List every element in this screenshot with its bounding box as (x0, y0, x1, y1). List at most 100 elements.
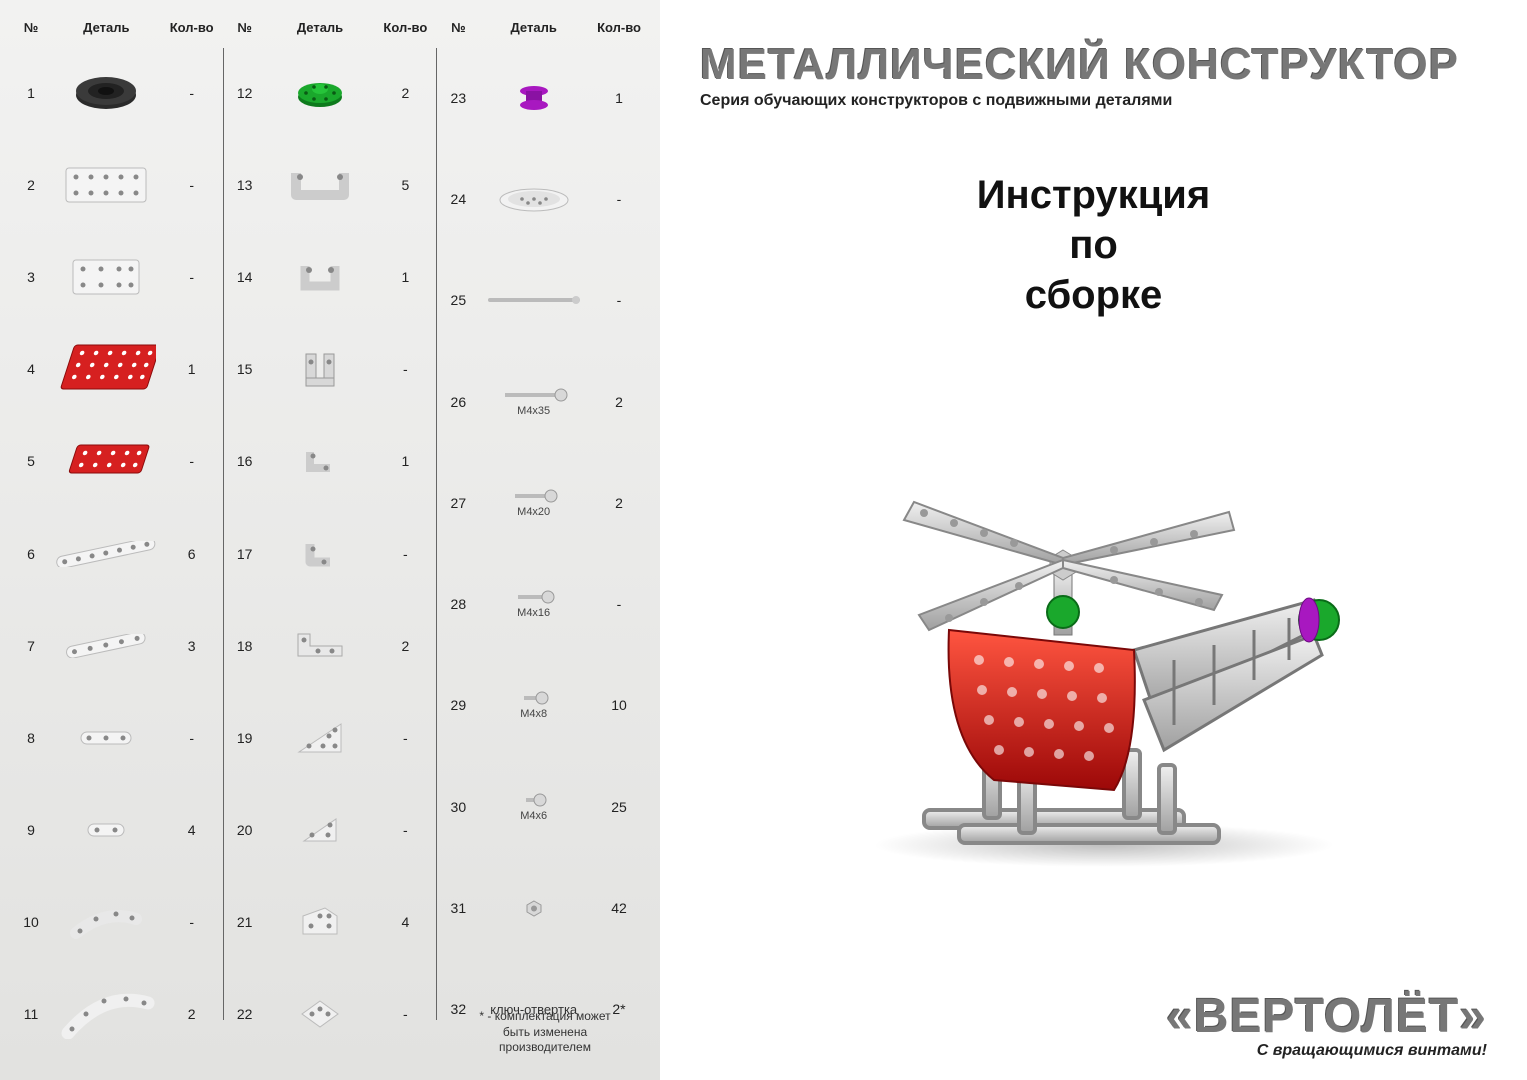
row-number: 23 (443, 90, 473, 106)
row-qty: 5 (380, 177, 430, 193)
row-number: 19 (230, 730, 260, 746)
product-tagline: С вращающимися винтами! (700, 1042, 1487, 1060)
row-detail (473, 898, 594, 918)
row-number: 22 (230, 1006, 260, 1022)
parts-row: 66 (16, 507, 217, 599)
row-number: 9 (16, 822, 46, 838)
parts-row: 16 1 (230, 415, 431, 507)
row-detail (46, 989, 167, 1039)
row-number: 7 (16, 638, 46, 654)
row-number: 24 (443, 191, 473, 207)
row-detail (46, 541, 167, 567)
penta-plate-icon (295, 902, 345, 942)
row-detail (46, 441, 167, 481)
parts-row: 3142 (443, 857, 644, 958)
parts-row: 19- (230, 692, 431, 784)
instr-line3: сборке (700, 270, 1487, 320)
product-name: «ВЕРТОЛЁТ» (700, 989, 1487, 1044)
row-number: 12 (230, 85, 260, 101)
col3-headers: № Деталь Кол-во (443, 20, 644, 35)
tri-plate-3-icon (298, 813, 342, 847)
row-qty: 1 (380, 269, 430, 285)
row-sublabel: М4х35 (517, 405, 550, 417)
col2-headers: № Деталь Кол-во (230, 20, 431, 35)
row-number: 18 (230, 638, 260, 654)
screw-20-icon (509, 488, 559, 504)
row-detail (46, 820, 167, 840)
row-detail (260, 902, 381, 942)
parts-row: 22 - (230, 968, 431, 1060)
row-qty: - (167, 730, 217, 746)
screw-16-icon (512, 589, 556, 605)
parts-column-1: № Деталь Кол-во 1-2-3-415-66738-9410-112 (16, 20, 217, 1060)
row-number: 27 (443, 495, 473, 511)
row-qty: - (380, 1006, 430, 1022)
row-number: 17 (230, 546, 260, 562)
row-detail (260, 997, 381, 1031)
bracket-u-narrow-icon (295, 258, 345, 296)
parts-row: 17- (230, 507, 431, 599)
row-number: 20 (230, 822, 260, 838)
row-number: 13 (230, 177, 260, 193)
row-number: 16 (230, 453, 260, 469)
angle-wide-icon (292, 628, 348, 664)
diamond-plate-icon (298, 997, 342, 1031)
arc-large-icon (56, 989, 156, 1039)
row-sublabel: М4х6 (520, 810, 547, 822)
parts-row: 41 (16, 323, 217, 415)
instr-line1: Инструкция (700, 170, 1487, 220)
bracket-small-icon (300, 446, 340, 476)
bracket-u-wide-icon (288, 165, 352, 205)
row-qty: 25 (594, 799, 644, 815)
row-detail: М4х20 (473, 488, 594, 518)
row-detail (260, 538, 381, 570)
row-qty: 1 (380, 453, 430, 469)
row-qty: - (380, 822, 430, 838)
instr-line2: по (700, 220, 1487, 270)
row-number: 11 (16, 1006, 46, 1022)
row-qty: - (594, 292, 644, 308)
title-panel: МЕТАЛЛИЧЕСКИЙ КОНСТРУКТОР Серия обучающи… (660, 0, 1527, 1080)
row-detail (260, 348, 381, 390)
row-qty: 2 (594, 394, 644, 410)
spool-purple-icon (514, 83, 554, 113)
row-number: 21 (230, 914, 260, 930)
parts-row: 21 4 (230, 876, 431, 968)
row-detail (260, 446, 381, 476)
row-detail (260, 75, 381, 111)
col1-rows: 1-2-3-415-66738-9410-112 (16, 47, 217, 1060)
parts-row: 25- (443, 250, 644, 351)
screw-6-icon (520, 792, 548, 808)
row-number: 31 (443, 900, 473, 916)
row-detail (260, 165, 381, 205)
parts-column-2: № Деталь Кол-во 12213514115-16117-18219-… (230, 20, 431, 1060)
parts-row: 73 (16, 600, 217, 692)
row-detail (473, 292, 594, 308)
parts-row: 15- (230, 323, 431, 415)
parts-row: 141 (230, 231, 431, 323)
footnote-text: * - комплектация может быть изменена про… (470, 1009, 620, 1056)
wheel-black-icon (71, 73, 141, 113)
row-number: 1 (16, 85, 46, 101)
bracket-double-icon (296, 348, 344, 390)
screw-35-icon (499, 387, 569, 403)
row-number: 3 (16, 269, 46, 285)
row-qty: 4 (380, 914, 430, 930)
screw-8-icon (518, 690, 550, 706)
parts-row: 231 (443, 47, 644, 148)
row-detail (46, 255, 167, 299)
plate-red-small-icon (61, 441, 151, 481)
parts-row: 8- (16, 692, 217, 784)
parts-row: 10- (16, 876, 217, 968)
row-qty: - (167, 85, 217, 101)
parts-table-panel: № Деталь Кол-во 1-2-3-415-66738-9410-112… (0, 0, 660, 1080)
plate-red-large-icon (56, 341, 156, 397)
header-detail: Деталь (473, 20, 594, 35)
parts-row: 1- (16, 47, 217, 139)
row-qty: 10 (594, 697, 644, 713)
parts-row: 3- (16, 231, 217, 323)
parts-row: 29М4х810 (443, 655, 644, 756)
row-number: 2 (16, 177, 46, 193)
axle-icon (484, 292, 584, 308)
row-detail (46, 163, 167, 207)
